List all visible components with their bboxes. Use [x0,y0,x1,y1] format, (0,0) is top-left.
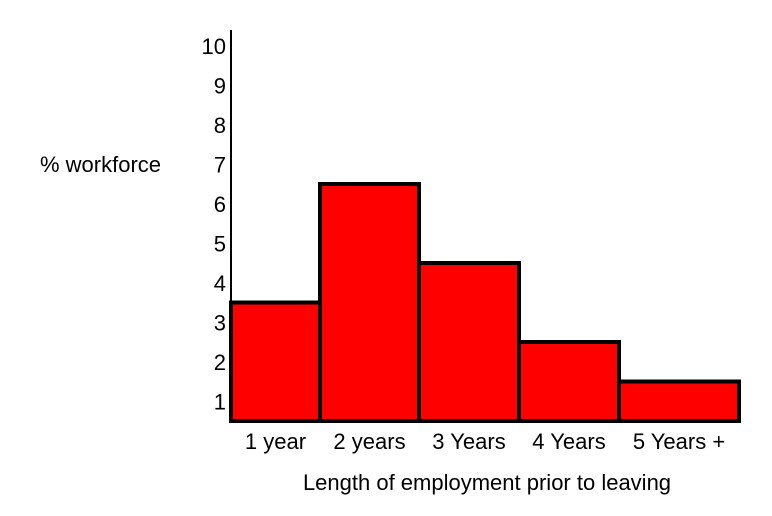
x-category-label: 4 Years [532,429,605,454]
x-category-labels: 1 year 2 years 3 Years 4 Years 5 Years + [245,429,725,454]
x-category-label: 2 years [333,429,405,454]
bar-5 [617,379,741,423]
y-tick-label: 5 [214,231,226,256]
y-tick-labels: 1 2 3 4 5 6 7 8 9 10 [202,34,226,415]
y-axis-label: % workforce [40,152,161,177]
y-tick-label: 2 [214,350,226,375]
y-tick-label: 1 [214,389,226,414]
x-axis-label: Length of employment prior to leaving [303,470,671,495]
y-tick-label: 8 [214,113,226,138]
x-category-label: 3 Years [432,429,505,454]
bars-layer [229,182,741,423]
bar-4 [517,340,621,423]
bar-2 [318,182,421,423]
y-tick-label: 9 [214,73,226,98]
x-category-label: 5 Years + [633,429,725,454]
y-tick-label: 6 [214,192,226,217]
bar-1 [229,300,322,423]
x-category-label: 1 year [245,429,306,454]
y-tick-label: 10 [202,34,226,59]
y-tick-label: 3 [214,310,226,335]
bar-3 [417,261,521,423]
y-tick-label: 4 [214,271,226,296]
y-tick-label: 7 [214,152,226,177]
